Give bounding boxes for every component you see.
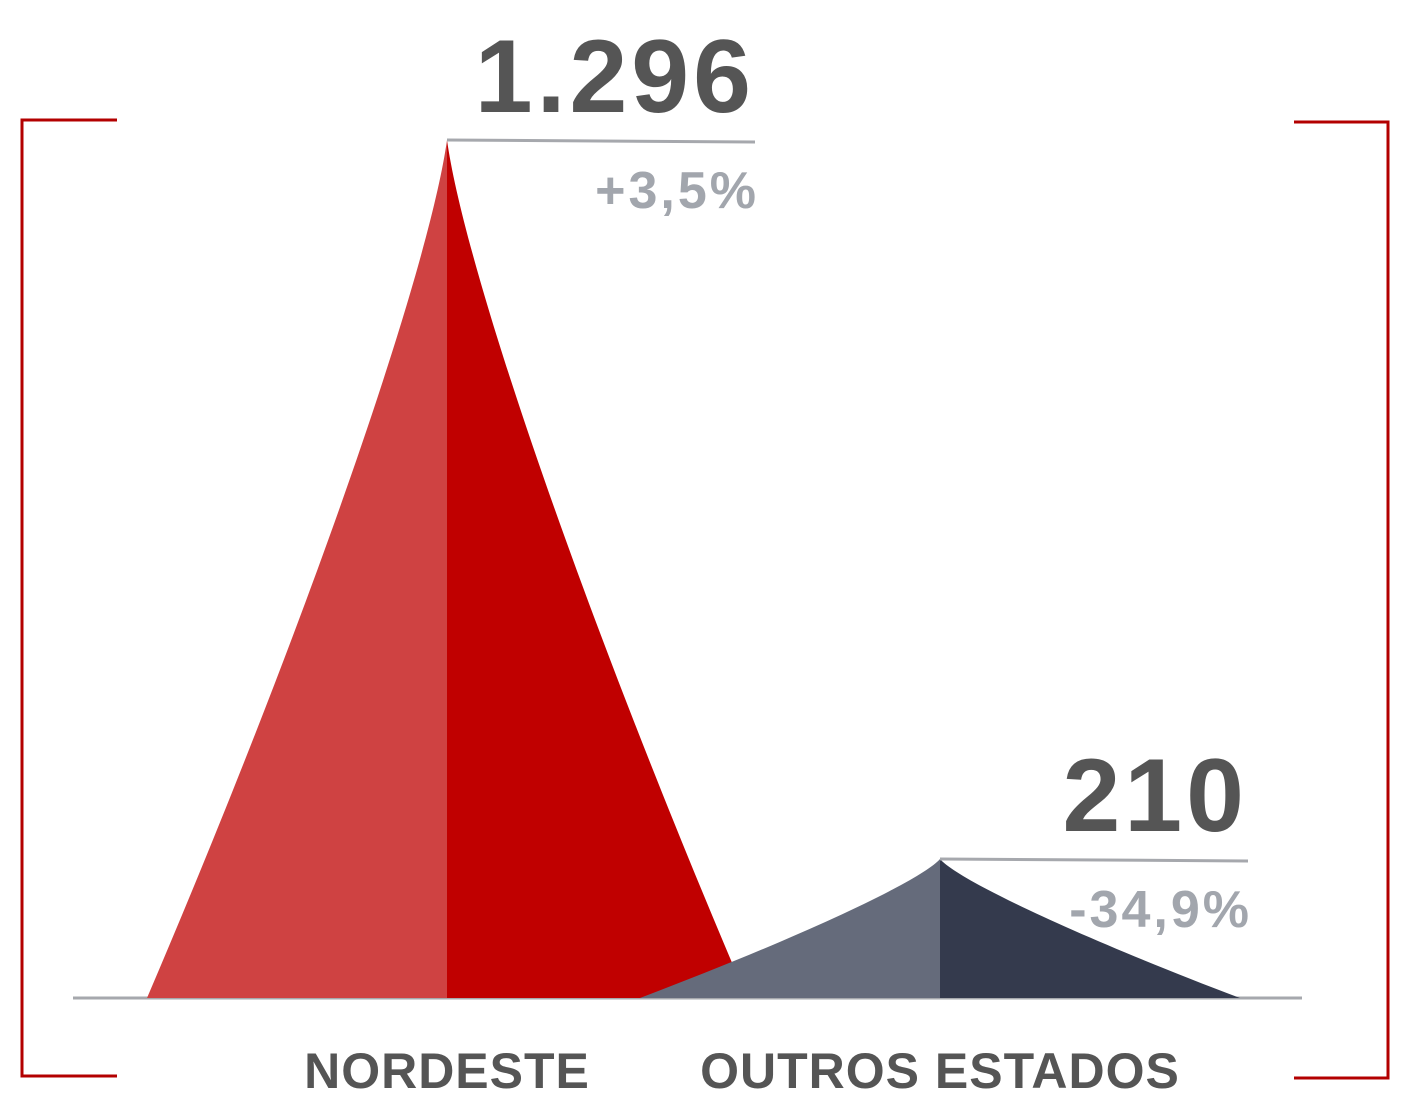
category-label: OUTROS ESTADOS [700,1043,1180,1099]
change-label: +3,5% [595,162,759,220]
peak-right [447,140,747,998]
leader-line [939,857,1249,863]
peak-left [640,858,940,998]
peak-right [940,858,1240,998]
category-label: NORDESTE [304,1043,590,1099]
leader-line [446,138,756,144]
value-label: 1.296 [475,19,755,135]
bracket-left [20,118,117,1078]
value-label: 210 [1062,738,1248,854]
change-label: -34,9% [1069,881,1252,939]
peak-left [147,140,447,998]
bracket-right [1294,120,1390,1080]
